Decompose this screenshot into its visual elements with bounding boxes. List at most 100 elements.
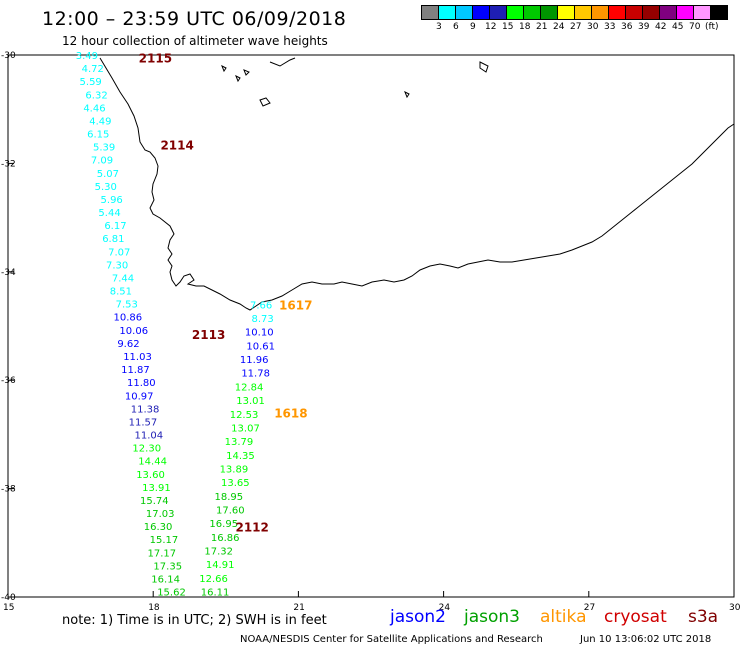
legend-item-s3a: s3a: [688, 607, 719, 627]
color-scale-tick-label: 70: [689, 22, 701, 32]
island-outline: [404, 90, 410, 99]
wave-height-value: 10.06: [119, 326, 148, 337]
color-scale-tick-label: 24: [553, 22, 565, 32]
color-scale-tick-label: 30: [587, 22, 599, 32]
wave-height-value: 14.44: [138, 457, 167, 468]
wave-height-value: 5.39: [93, 143, 115, 154]
footer-credit: NOAA/NESDIS Center for Satellite Applica…: [240, 634, 543, 645]
wave-height-value: 13.65: [221, 478, 250, 489]
longitude-axis: 15 18 21 24 27 30: [3, 591, 740, 613]
island-outline: [479, 61, 489, 73]
color-scale-tick-label: 39: [638, 22, 650, 32]
island-outline: [221, 64, 227, 73]
color-scale-tick-label: 45: [672, 22, 684, 32]
longitude-label: 21: [293, 603, 304, 613]
latitude-label: -30: [1, 51, 16, 61]
map-subtitle: 12 hour collection of altimeter wave hei…: [62, 34, 328, 48]
wave-height-value: 13.07: [231, 423, 260, 434]
wave-height-value: 12.53: [230, 410, 259, 421]
wave-height-value: 6.81: [102, 234, 124, 245]
pass-number-label: 2115: [139, 52, 172, 66]
wave-height-value: 11.38: [131, 404, 160, 415]
wave-height-value: 4.49: [89, 116, 111, 127]
pass-number-label: 1617: [279, 298, 312, 312]
wave-height-value: 5.59: [80, 77, 102, 88]
color-scale-tick-label: 12: [485, 22, 497, 32]
wave-height-value: 11.04: [135, 431, 164, 442]
latitude-label: -40: [1, 593, 16, 603]
wave-height-value: 15.62: [157, 588, 186, 599]
wave-height-value: 15.17: [150, 535, 179, 546]
wave-height-value: 7.44: [112, 273, 134, 284]
pass-number-label: 2114: [160, 138, 193, 152]
wave-height-value: 13.01: [236, 396, 265, 407]
wave-height-value: 10.86: [114, 313, 143, 324]
map-title: 12:00 – 23:59 UTC 06/09/2018: [42, 8, 347, 30]
wave-height-value: 11.80: [127, 378, 156, 389]
wave-height-value: 18.95: [215, 492, 244, 503]
island-outline: [243, 69, 250, 76]
color-scale-tick-label: 6: [453, 22, 459, 32]
altimeter-tracks: 3.49 4.72 5.59 6.32 4.46 4.49 6.15 5.39 7.09 5.07…: [76, 51, 313, 599]
wave-height-value: 14.35: [226, 451, 255, 462]
wave-height-value: 16.30: [144, 522, 173, 533]
wave-height-value: 7.53: [116, 300, 138, 311]
color-scale-tick-label: 18: [519, 22, 531, 32]
footer-note: note: 1) Time is in UTC; 2) SWH is in fe…: [62, 613, 327, 628]
wave-height-value: 13.60: [136, 470, 165, 481]
wave-height-value: 16.86: [211, 533, 240, 544]
wave-height-value: 5.07: [97, 169, 119, 180]
wave-height-value: 7.30: [106, 260, 128, 271]
latitude-axis: -30 -32 -34 -36 -38 -40: [1, 51, 16, 603]
latitude-label: -36: [1, 376, 16, 386]
color-scale-tick-label: 33: [604, 22, 616, 32]
wave-height-value: 15.74: [140, 496, 169, 507]
south-africa-coastline: [99, 57, 735, 311]
wave-height-value: 6.17: [104, 221, 126, 232]
wave-height-value: 11.78: [241, 369, 270, 380]
map-frame: [7, 54, 735, 598]
footer-timestamp: Jun 10 13:06:02 UTC 2018: [580, 634, 712, 645]
wave-height-value: 9.62: [117, 339, 139, 350]
legend-item-cryosat: cryosat: [604, 607, 667, 627]
wave-height-value: 17.03: [146, 509, 175, 520]
wave-height-value: 12.66: [199, 574, 228, 585]
color-scale-bar: [421, 5, 728, 20]
pass-number-label: 2112: [235, 521, 268, 535]
wave-height-value: 11.87: [121, 365, 150, 376]
longitude-label: 27: [584, 603, 595, 613]
wave-height-value: 6.32: [85, 90, 107, 101]
wave-height-value: 16.14: [151, 574, 180, 585]
wave-height-value: 5.44: [98, 208, 120, 219]
island-outline: [235, 74, 241, 83]
color-scale-tick-label: 21: [536, 22, 548, 32]
wave-height-value: 4.46: [83, 103, 105, 114]
island-outline: [259, 97, 271, 107]
latitude-label: -32: [1, 159, 16, 169]
color-scale-tick-label: 15: [502, 22, 514, 32]
wave-height-value: 5.96: [101, 195, 123, 206]
color-scale-swatch: [710, 5, 728, 20]
wave-height-value: 8.51: [110, 287, 132, 298]
latitude-label: -34: [1, 268, 16, 278]
color-scale-unit: (ft): [705, 22, 719, 32]
color-scale-tick-label: 42: [655, 22, 667, 32]
wave-height-value: 16.11: [201, 588, 230, 599]
wave-height-value: 6.15: [87, 130, 109, 141]
wave-height-value: 13.79: [225, 437, 254, 448]
wave-height-value: 10.61: [246, 341, 275, 352]
wave-height-value: 13.89: [220, 464, 249, 475]
legend-item-altika: altika: [540, 607, 587, 627]
wave-height-value: 10.10: [245, 328, 274, 339]
wave-height-value: 13.91: [142, 483, 171, 494]
wave-height-value: 4.72: [82, 64, 104, 75]
wave-height-value: 10.97: [125, 391, 154, 402]
northern-coastline: [269, 57, 296, 67]
wave-height-value: 7.66: [250, 300, 272, 311]
wave-height-value: 17.32: [204, 547, 233, 558]
wave-height-value: 11.96: [240, 355, 269, 366]
wave-height-value: 14.91: [206, 560, 235, 571]
legend-item-jason3: jason3: [464, 607, 520, 627]
color-scale-tick-label: 36: [621, 22, 633, 32]
longitude-label: 18: [148, 603, 160, 613]
